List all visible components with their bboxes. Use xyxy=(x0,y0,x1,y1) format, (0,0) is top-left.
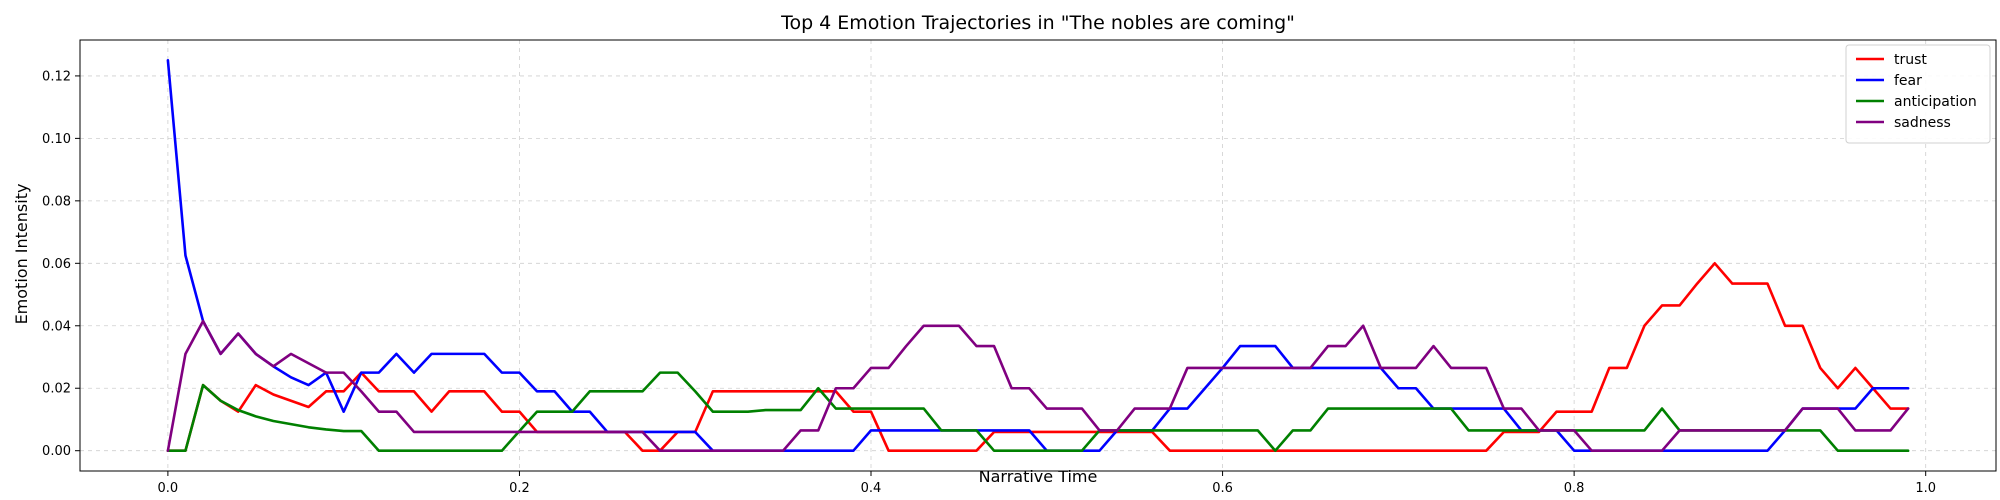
x-tick-label: 0.8 xyxy=(1564,481,1585,496)
y-tick-label: 0.12 xyxy=(42,69,71,84)
series-line-anticipation xyxy=(166,371,1910,453)
grid xyxy=(80,40,1996,471)
x-tick-label: 0.2 xyxy=(509,481,530,496)
legend-label-sadness: sadness xyxy=(1894,115,1951,131)
axis-ticks: 0.0 0.2 0.4 0.6 0.8 1.0 0.00 0.02 0.04 0.06 0.08 0.… xyxy=(42,69,1936,496)
y-tick-label: 0.02 xyxy=(42,382,71,397)
legend: trust fear anticipation sadness xyxy=(1845,44,1991,144)
x-tick-label: 0.0 xyxy=(158,481,179,496)
series-line-trust xyxy=(166,262,1910,453)
series-lines xyxy=(166,58,1910,453)
x-tick-label: 0.6 xyxy=(1212,481,1233,496)
series-line-fear xyxy=(166,58,1910,453)
series-line-sadness xyxy=(166,319,1910,453)
y-axis-label: Emotion Intensity xyxy=(12,184,31,325)
x-tick-label: 1.0 xyxy=(1915,481,1936,496)
y-tick-label: 0.06 xyxy=(42,257,71,272)
legend-label-fear: fear xyxy=(1894,73,1922,89)
y-tick-label: 0.00 xyxy=(42,444,71,459)
plot-frame xyxy=(79,39,1997,472)
x-axis-label: Narrative Time xyxy=(979,467,1098,486)
legend-box xyxy=(1845,44,1991,144)
x-tick-label: 0.4 xyxy=(861,481,882,496)
chart-title: Top 4 Emotion Trajectories in "The noble… xyxy=(780,12,1295,34)
y-tick-label: 0.04 xyxy=(42,319,71,334)
y-tick-label: 0.08 xyxy=(42,194,71,209)
y-tick-label: 0.10 xyxy=(42,132,71,147)
legend-label-trust: trust xyxy=(1894,52,1927,68)
legend-label-anticipation: anticipation xyxy=(1894,94,1977,110)
